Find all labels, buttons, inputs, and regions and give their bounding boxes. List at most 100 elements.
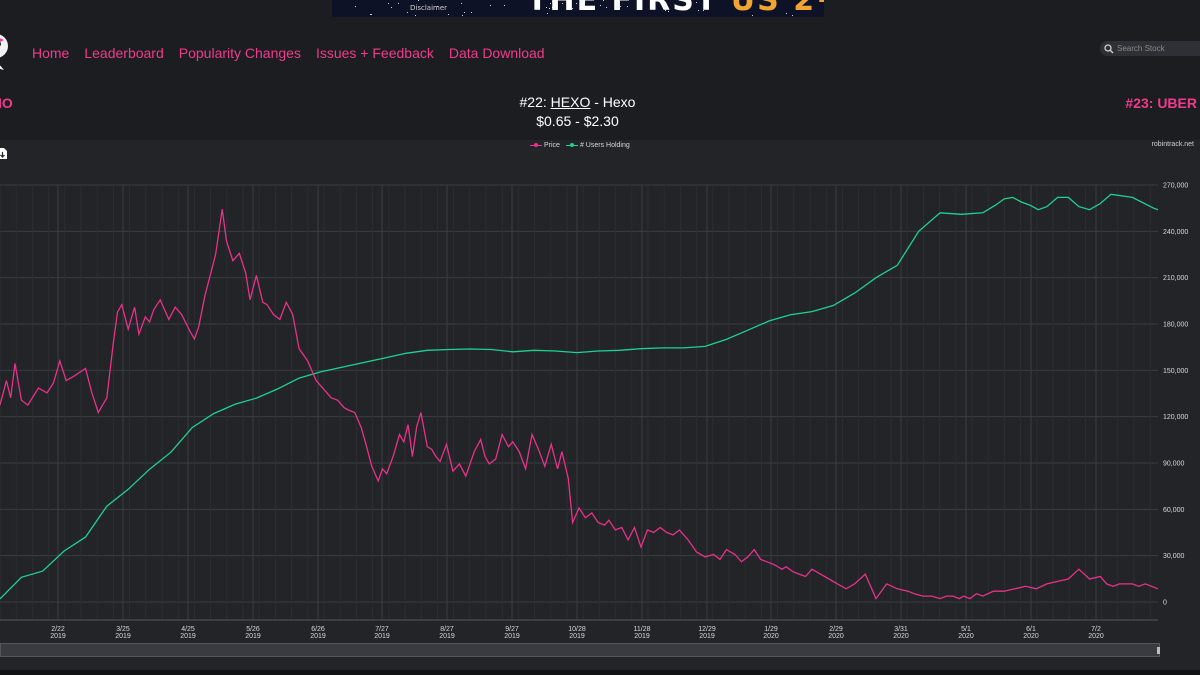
banner-disclaimer[interactable]: Disclaimer: [410, 4, 448, 12]
banner-star: [371, 14, 372, 15]
banner-star: [552, 7, 553, 8]
x-tick-label: 4/25: [181, 626, 195, 633]
nav-popularity-changes[interactable]: Popularity Changes: [178, 45, 301, 61]
x-tick-year: 2019: [115, 633, 131, 640]
x-tick-year: 2019: [569, 633, 585, 640]
banner-star: [572, 8, 573, 9]
banner-star: [800, 3, 801, 4]
banner-star: [547, 13, 548, 14]
x-tick-year: 2019: [504, 633, 520, 640]
x-tick-year: 2019: [634, 633, 650, 640]
stock-price-range: $0.65 - $2.30: [536, 113, 619, 129]
x-tick-year: 2020: [828, 633, 844, 640]
price-users-chart[interactable]: 270,000 240,000 210,000 180,000 150,000 120,0…: [0, 140, 1200, 640]
x-tick-year: 2019: [439, 633, 455, 640]
stock-rank: #22:: [519, 94, 551, 110]
banner-star: [627, 6, 628, 7]
chart-range-scrollbar[interactable]: [0, 643, 1160, 657]
x-tick-year: 2019: [374, 633, 390, 640]
banner-star: [407, 12, 408, 13]
main-nav: Home Leaderboard Popularity Changes Issu…: [32, 45, 560, 61]
x-tick-label: 2/29: [829, 626, 843, 633]
banner-star: [603, 0, 604, 1]
banner-star: [415, 15, 416, 16]
chart-credit: robintrack.net: [1151, 141, 1194, 148]
legend-label-users: # Users Holding: [579, 141, 630, 149]
banner-star: [461, 3, 462, 4]
x-tick-label: 8/27: [440, 626, 454, 633]
promo-banner[interactable]: Disclaimer THE FIRST US 2+: [332, 0, 824, 17]
banner-star: [418, 0, 419, 1]
banner-star: [537, 8, 538, 9]
banner-star: [370, 14, 371, 15]
x-tick-label: 12/29: [698, 626, 716, 633]
x-tick-label: 2/22: [51, 626, 65, 633]
banner-star: [391, 7, 392, 8]
chart-legend: Price # Users Holding: [530, 140, 636, 150]
search-icon: [1104, 43, 1114, 53]
nav-issues-feedback[interactable]: Issues + Feedback: [315, 45, 434, 61]
banner-star: [388, 3, 389, 4]
x-tick-label: 5/26: [246, 626, 260, 633]
banner-star: [620, 6, 621, 7]
prev-stock-link[interactable]: IO: [0, 95, 13, 111]
x-tick-label: 9/27: [505, 626, 519, 633]
x-tick-label: 3/25: [116, 626, 130, 633]
robintrack-logo-icon[interactable]: [0, 30, 10, 72]
y-tick-label: 210,000: [1163, 275, 1188, 282]
search-input[interactable]: [1114, 44, 1197, 53]
search-box[interactable]: [1100, 41, 1200, 56]
banner-star: [786, 13, 787, 14]
next-stock-link[interactable]: #23: UBER: [1125, 95, 1197, 111]
nav-data-download[interactable]: Data Download: [448, 45, 545, 61]
nav-home[interactable]: Home: [32, 45, 70, 61]
banner-star: [552, 1, 553, 2]
x-tick-label: 6/1: [1026, 626, 1036, 633]
series-line-users: [0, 193, 1159, 600]
legend-swatch-price: [530, 141, 542, 149]
stock-name: - Hexo: [590, 94, 636, 110]
banner-star: [471, 12, 472, 13]
y-tick-label: 0: [1163, 600, 1167, 607]
banner-star: [752, 15, 753, 16]
y-tick-label: 30,000: [1163, 553, 1185, 560]
y-tick-label: 150,000: [1163, 368, 1188, 375]
banner-star: [549, 8, 550, 9]
x-tick-year: 2020: [1023, 633, 1039, 640]
banner-star: [355, 6, 356, 7]
legend-item-price[interactable]: Price: [530, 141, 560, 149]
x-tick-year: 2020: [763, 633, 779, 640]
y-tick-label: 270,000: [1163, 183, 1188, 190]
banner-headline: THE FIRST US 2+: [527, 0, 824, 17]
banner-star: [668, 11, 669, 12]
chart-range-scrollbar-handle[interactable]: [1157, 647, 1160, 654]
banner-star: [490, 5, 491, 6]
banner-star: [504, 5, 505, 6]
x-tick-label: 5/1: [961, 626, 971, 633]
y-tick-label: 180,000: [1163, 322, 1188, 329]
banner-headline-text: THE FIRST: [527, 0, 718, 17]
y-tick-label: 60,000: [1163, 507, 1185, 514]
x-tick-year: 2020: [958, 633, 974, 640]
x-tick-label: 11/28: [634, 626, 651, 633]
banner-star: [698, 10, 699, 11]
y-tick-label: 120,000: [1163, 414, 1188, 421]
banner-star: [576, 3, 577, 4]
legend-swatch-users: [565, 141, 578, 149]
legend-label-price: Price: [544, 141, 560, 149]
legend-item-users[interactable]: # Users Holding: [565, 141, 630, 149]
x-tick-label: 6/26: [311, 626, 325, 633]
nav-leaderboard[interactable]: Leaderboard: [84, 45, 164, 61]
x-tick-label: 1/29: [764, 626, 778, 633]
download-chart-icon[interactable]: [0, 147, 8, 160]
banner-star: [703, 10, 704, 11]
banner-star: [600, 5, 601, 6]
x-tick-label: 7/2: [1091, 626, 1101, 633]
x-tick-label: 10/28: [568, 626, 586, 633]
stock-ticker-link[interactable]: HEXO: [550, 94, 591, 110]
bottom-strip: [0, 670, 1200, 675]
banner-star: [696, 2, 697, 3]
banner-star: [546, 7, 547, 8]
banner-star: [550, 3, 551, 4]
chart-panel: [0, 140, 1200, 670]
